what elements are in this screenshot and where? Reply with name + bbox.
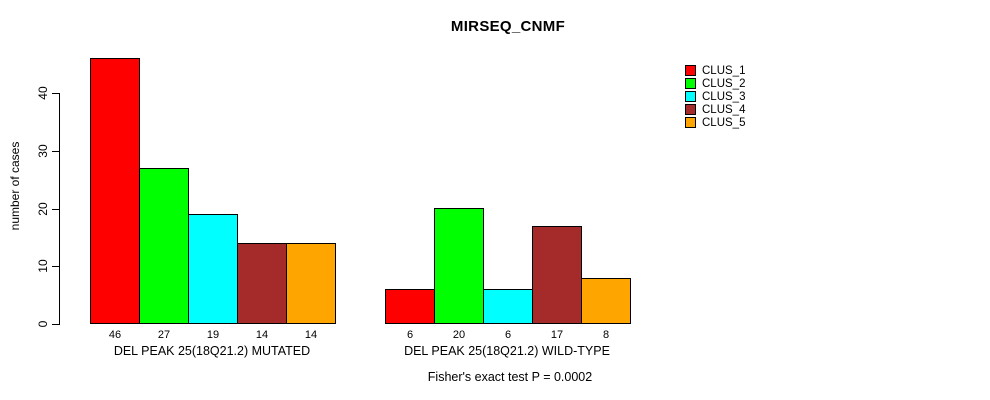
- bar: [237, 243, 287, 324]
- legend-swatch: [685, 78, 696, 89]
- y-tick: [52, 150, 60, 152]
- bar: [434, 208, 484, 324]
- bar: [483, 289, 533, 324]
- legend-label: CLUS_2: [702, 78, 746, 90]
- y-tick: [52, 266, 60, 268]
- legend-label: CLUS_1: [702, 65, 746, 77]
- y-tick: [52, 208, 60, 210]
- legend-label: CLUS_4: [702, 104, 746, 116]
- bar: [581, 278, 631, 324]
- legend-swatch: [685, 91, 696, 102]
- y-tick: [52, 93, 60, 94]
- y-tick-label: 20: [36, 201, 50, 216]
- bar-value-label: 6: [406, 329, 414, 341]
- group-label: DEL PEAK 25(18Q21.2) WILD-TYPE: [404, 344, 610, 358]
- legend-swatch: [685, 65, 696, 76]
- bar: [385, 289, 435, 324]
- bar-value-label: 6: [504, 329, 512, 341]
- bar-value-label: 14: [304, 329, 318, 341]
- y-tick-label: 0: [36, 320, 50, 328]
- bar: [188, 214, 238, 324]
- legend-label: CLUS_5: [702, 117, 746, 129]
- y-axis-label: number of cases: [8, 141, 22, 231]
- bar-value-label: 19: [206, 329, 220, 341]
- y-tick-label: 10: [36, 259, 50, 273]
- y-tick: [52, 324, 60, 325]
- bar: [139, 168, 189, 324]
- legend-label: CLUS_3: [702, 91, 746, 103]
- bar-value-label: 14: [255, 329, 269, 341]
- legend-swatch: [685, 117, 696, 128]
- y-tick-label: 30: [36, 144, 50, 158]
- bar-value-label: 46: [108, 329, 122, 341]
- legend-swatch: [685, 104, 696, 115]
- bar: [286, 243, 336, 324]
- bar-value-label: 20: [452, 329, 466, 341]
- bar-value-label: 27: [157, 329, 171, 341]
- group-label: DEL PEAK 25(18Q21.2) MUTATED: [113, 344, 311, 358]
- bar: [90, 58, 140, 324]
- y-tick-label: 40: [36, 86, 50, 100]
- chart-title: MIRSEQ_CNMF: [450, 18, 566, 35]
- bar-value-label: 8: [602, 329, 610, 341]
- bar-value-label: 17: [550, 329, 564, 341]
- footnote-text: Fisher's exact test P = 0.0002: [427, 370, 593, 384]
- bar: [532, 226, 582, 324]
